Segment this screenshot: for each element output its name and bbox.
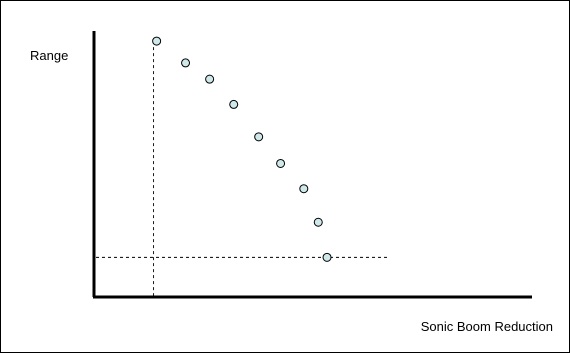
data-point-8: [313, 217, 323, 227]
x-axis-label: Sonic Boom Reduction: [421, 319, 553, 334]
y-axis-label: Range: [30, 48, 68, 63]
data-point-2: [181, 58, 191, 68]
data-point-9: [322, 252, 332, 262]
data-point-5: [254, 132, 264, 142]
data-point-4: [229, 99, 239, 109]
data-point-3: [205, 74, 215, 84]
data-points: [152, 36, 332, 262]
reference-lines: [96, 41, 390, 297]
data-point-1: [152, 36, 162, 46]
data-point-6: [276, 158, 286, 168]
data-point-7: [299, 184, 309, 194]
